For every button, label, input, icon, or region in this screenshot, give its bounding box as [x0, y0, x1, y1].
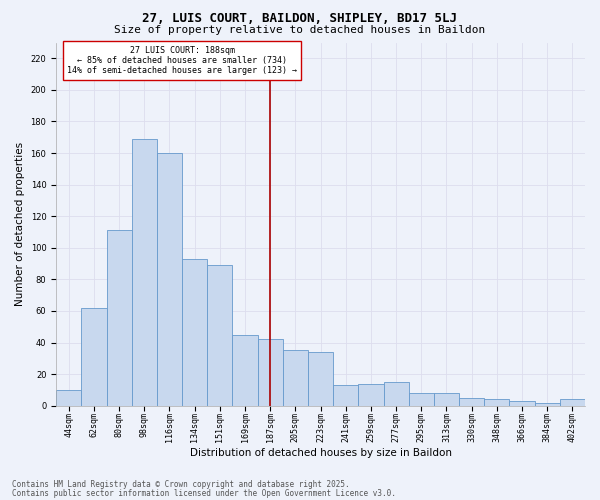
Bar	[535, 402, 560, 406]
Bar	[358, 384, 383, 406]
Bar	[434, 393, 459, 406]
Bar	[257, 340, 283, 406]
Bar	[157, 153, 182, 406]
Bar	[484, 400, 509, 406]
Bar	[333, 385, 358, 406]
Bar	[82, 308, 107, 406]
Bar	[308, 352, 333, 406]
Text: Size of property relative to detached houses in Baildon: Size of property relative to detached ho…	[115, 25, 485, 35]
Text: 27 LUIS COURT: 188sqm
← 85% of detached houses are smaller (734)
14% of semi-det: 27 LUIS COURT: 188sqm ← 85% of detached …	[67, 46, 297, 76]
Y-axis label: Number of detached properties: Number of detached properties	[15, 142, 25, 306]
Bar	[560, 400, 585, 406]
Text: Contains HM Land Registry data © Crown copyright and database right 2025.: Contains HM Land Registry data © Crown c…	[12, 480, 350, 489]
Bar	[56, 390, 82, 406]
Text: 27, LUIS COURT, BAILDON, SHIPLEY, BD17 5LJ: 27, LUIS COURT, BAILDON, SHIPLEY, BD17 5…	[143, 12, 458, 26]
Bar	[107, 230, 132, 406]
Bar	[409, 393, 434, 406]
Bar	[283, 350, 308, 406]
Bar	[232, 334, 257, 406]
Text: Contains public sector information licensed under the Open Government Licence v3: Contains public sector information licen…	[12, 488, 396, 498]
Bar	[182, 259, 207, 406]
Bar	[207, 265, 232, 406]
Bar	[383, 382, 409, 406]
Bar	[459, 398, 484, 406]
Bar	[509, 401, 535, 406]
Bar	[132, 139, 157, 406]
X-axis label: Distribution of detached houses by size in Baildon: Distribution of detached houses by size …	[190, 448, 452, 458]
